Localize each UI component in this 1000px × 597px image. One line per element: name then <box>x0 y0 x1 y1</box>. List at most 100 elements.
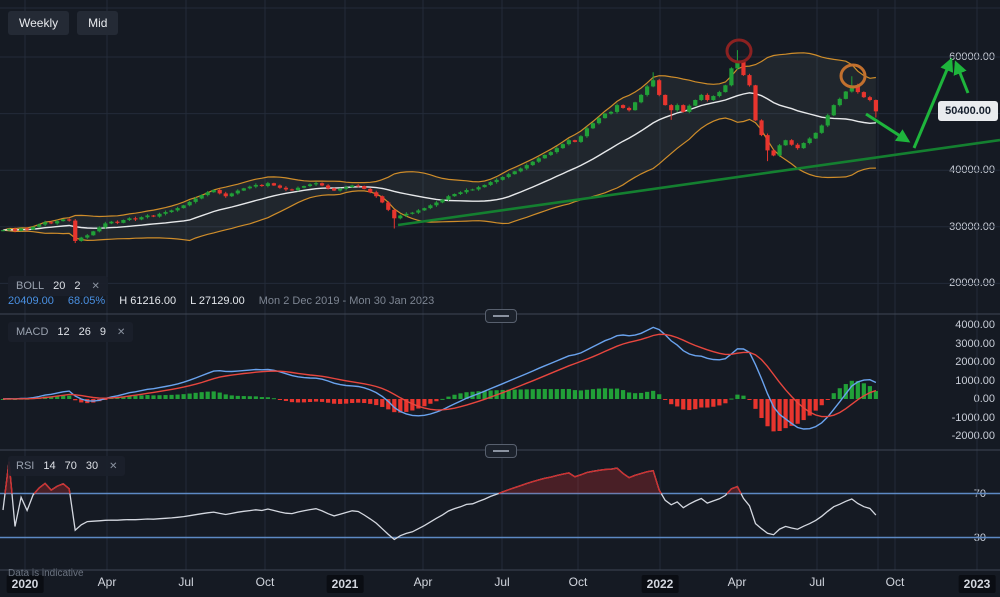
candle <box>169 210 174 213</box>
panel-resize-handle[interactable] <box>485 444 517 458</box>
close-icon[interactable]: ✕ <box>117 326 126 338</box>
rsi-param-period: 14 <box>43 460 56 472</box>
annotations[interactable] <box>397 38 1000 227</box>
macd-histogram-bar <box>759 399 764 418</box>
candle <box>325 185 331 189</box>
bollinger-middle-band <box>2 92 876 231</box>
candle <box>350 185 355 188</box>
macd-histogram-bar <box>392 399 397 413</box>
boll-param-mult: 2 <box>74 280 81 292</box>
macd-histogram-bar <box>289 399 295 403</box>
candle <box>97 227 102 232</box>
candle <box>464 190 469 193</box>
macd-histogram-bar <box>247 396 252 399</box>
macd-histogram-bar <box>319 399 325 402</box>
candle <box>301 186 307 188</box>
macd-label: MACD <box>16 326 49 338</box>
candle <box>416 210 421 213</box>
macd-histogram-bar <box>307 399 313 403</box>
macd-histogram-bar <box>795 399 800 424</box>
macd-histogram-bar <box>639 392 644 399</box>
candle <box>735 61 740 69</box>
candle <box>789 140 794 145</box>
bollinger-fill <box>3 52 876 241</box>
candle <box>657 80 662 95</box>
macd-histogram-bar <box>608 388 614 399</box>
macd-histogram-bar <box>235 395 240 399</box>
rsi-panel[interactable] <box>0 461 1000 541</box>
candle <box>578 136 584 142</box>
candle <box>536 158 541 162</box>
close-icon[interactable]: ✕ <box>109 460 118 472</box>
macd-histogram-bar <box>368 399 373 404</box>
candle <box>560 144 565 149</box>
candle <box>247 186 252 189</box>
candle <box>374 192 379 197</box>
candle <box>127 218 132 221</box>
candle <box>783 140 788 146</box>
candle <box>73 220 78 241</box>
trend-line <box>397 138 1000 227</box>
boll-param-period: 20 <box>53 280 66 292</box>
candle <box>602 113 608 119</box>
macd-histogram-bar <box>542 388 547 399</box>
macd-histogram-bar <box>301 399 307 403</box>
candle <box>398 215 403 219</box>
macd-histogram-bar <box>620 390 626 399</box>
macd-axis-label: 1000.00 <box>955 374 995 387</box>
candle <box>37 224 42 227</box>
macd-signal-line <box>2 333 877 418</box>
macd-histogram-bar <box>404 399 409 412</box>
macd-histogram-bar <box>139 395 144 399</box>
candle <box>458 192 463 194</box>
candle <box>729 68 734 86</box>
macd-histogram-bar <box>271 398 276 400</box>
candle <box>319 183 325 186</box>
price-panel[interactable] <box>0 50 878 244</box>
grid <box>0 0 1000 570</box>
macd-histogram-bar <box>651 390 656 399</box>
candle <box>241 188 246 191</box>
macd-axis-label: -2000.00 <box>951 430 995 442</box>
disclaimer-text: Data is indicative <box>8 568 84 579</box>
candle <box>548 152 553 155</box>
candle <box>157 213 162 217</box>
macd-histogram-bar <box>313 399 319 402</box>
time-axis-label: 2021 <box>326 575 364 593</box>
macd-histogram-bar <box>711 399 716 407</box>
panel-resize-handle[interactable] <box>485 309 517 323</box>
macd-histogram-bar <box>380 399 385 407</box>
candle <box>572 140 577 142</box>
candle <box>145 215 150 218</box>
candle <box>362 186 367 189</box>
candle <box>18 228 24 231</box>
macd-histogram-bar <box>807 399 812 416</box>
price-type-button[interactable]: Mid <box>77 11 119 35</box>
macd-histogram-bar <box>476 391 481 399</box>
candle <box>554 148 559 153</box>
timeframe-button[interactable]: Weekly <box>8 11 70 35</box>
candle <box>61 219 66 222</box>
candle <box>0 230 6 232</box>
candle <box>506 174 511 177</box>
price-badge: 50400.00 <box>938 101 998 121</box>
macd-panel[interactable] <box>0 326 878 432</box>
macd-histogram-bar <box>163 395 168 399</box>
bollinger-lower-band <box>2 117 876 242</box>
macd-histogram-bar <box>181 394 186 399</box>
candle <box>843 91 848 99</box>
close-icon[interactable]: ✕ <box>91 280 100 292</box>
macd-histogram-bar <box>103 399 108 400</box>
macd-histogram-bar <box>127 395 132 399</box>
macd-histogram-bar <box>602 388 608 399</box>
macd-param-fast: 12 <box>57 326 70 338</box>
macd-histogram-bar <box>699 399 704 408</box>
candle <box>596 118 602 124</box>
candle <box>115 221 120 223</box>
macd-histogram-bar <box>849 380 854 399</box>
candle <box>494 179 499 183</box>
rsi-param-lower: 30 <box>85 460 99 472</box>
candle <box>717 92 722 97</box>
candle <box>837 98 842 106</box>
